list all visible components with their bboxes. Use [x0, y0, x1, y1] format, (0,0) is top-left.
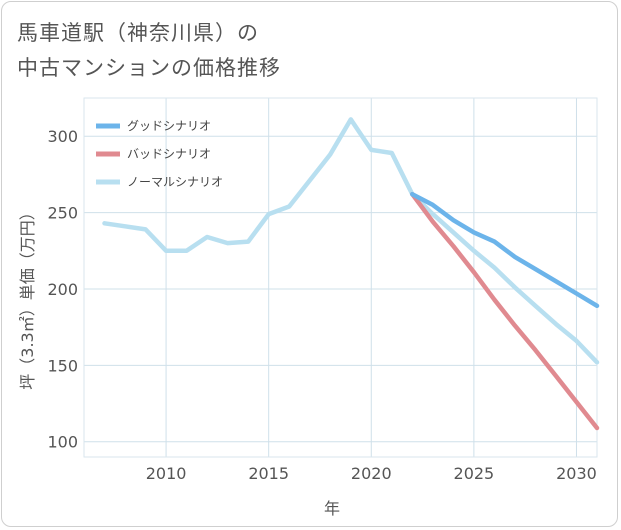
x-tick-2015: 2015: [248, 464, 289, 483]
chart-title: 馬車道駅（神奈川県）の 中古マンションの価格推移: [17, 16, 417, 86]
y-tick-150: 150: [47, 356, 78, 375]
series-line-normal: [102, 117, 600, 365]
title-line-1: 馬車道駅（神奈川県）の: [17, 21, 259, 45]
x-tick-labels: 2010 2015 2020 2025 2030: [146, 464, 597, 483]
y-tick-labels: 100 150 200 250 300: [47, 127, 78, 452]
x-tick-2010: 2010: [146, 464, 187, 483]
x-tick-2025: 2025: [454, 464, 495, 483]
x-tick-2020: 2020: [351, 464, 392, 483]
legend-label-normal: ノーマルシナリオ: [127, 175, 223, 189]
y-tick-200: 200: [47, 280, 78, 299]
grid-lines: [84, 98, 597, 457]
plot-area-border: [83, 97, 598, 458]
x-tick-2030: 2030: [556, 464, 597, 483]
series-line-good: [410, 191, 600, 309]
series-line-bad: [410, 191, 600, 431]
x-axis-title: 年: [324, 499, 340, 518]
y-tick-100: 100: [47, 433, 78, 452]
title-line-2: 中古マンションの価格推移: [17, 56, 281, 80]
y-axis-title: 坪（3.3㎡）単価（万円）: [18, 204, 37, 389]
legend-label-good: グッドシナリオ: [127, 119, 211, 133]
series-lines: [102, 117, 600, 431]
legend-label-bad: バッドシナリオ: [127, 147, 211, 161]
plot-frame: [83, 97, 598, 458]
y-tick-250: 250: [47, 204, 78, 223]
y-tick-300: 300: [47, 127, 78, 146]
